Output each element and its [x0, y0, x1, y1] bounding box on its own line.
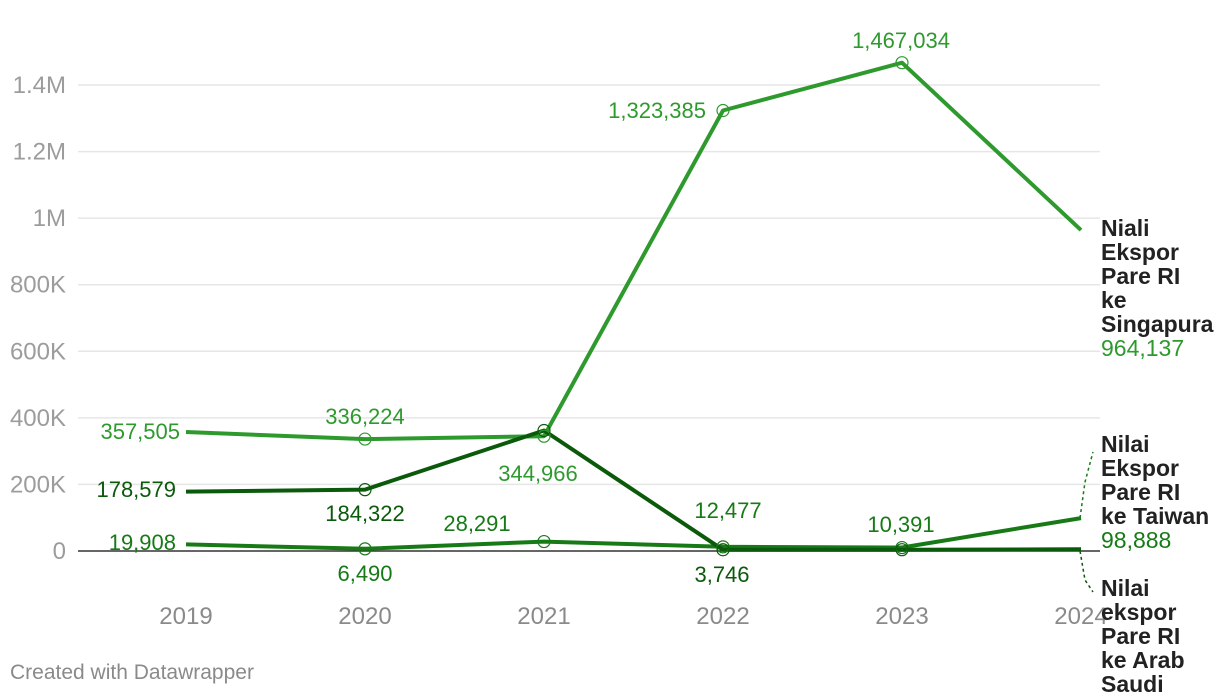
y-tick-label: 1M [33, 205, 66, 232]
data-label: 6,490 [337, 561, 392, 586]
series-name-label: Nilai Ekspor Pare RI ke Taiwan [1101, 431, 1209, 529]
series-name-label: Niali Ekspor Pare RI ke Singapura [1101, 215, 1214, 337]
data-label: 357,505 [100, 419, 180, 444]
data-point-marker [537, 534, 551, 549]
series-line [185, 516, 1082, 551]
x-tick-label: 2020 [338, 603, 391, 630]
series-name-label: Nilai ekspor Pare RI ke Arab Saudi [1101, 575, 1185, 697]
data-point-marker [537, 429, 551, 443]
data-point-marker [716, 103, 730, 118]
data-point-marker [716, 540, 730, 554]
data-label: 1,323,385 [608, 98, 706, 123]
data-label: 12,477 [694, 498, 761, 523]
data-label: 336,224 [325, 404, 405, 429]
data-label: 344,966 [498, 461, 578, 486]
x-tick-label: 2024 [1054, 603, 1107, 630]
y-tick-label: 200K [10, 471, 66, 498]
credit-footer: Created with Datawrapper [10, 661, 254, 684]
series-line [185, 428, 1082, 552]
data-point-marker [358, 432, 372, 446]
data-point-marker [895, 56, 909, 70]
data-label: 1,467,034 [852, 28, 950, 53]
y-tick-label: 400K [10, 405, 66, 432]
end-label-connector [1079, 550, 1094, 593]
x-tick-label: 2021 [517, 603, 570, 630]
data-labels: 357,505 336,224 344,966 1,323,385 1,467,034 1… [96, 28, 949, 587]
data-label: 10,391 [867, 512, 934, 537]
gridlines [78, 84, 1100, 552]
data-points [358, 56, 909, 557]
series-line [185, 60, 1083, 442]
y-tick-label: 0 [53, 538, 66, 565]
end-label-connector [1079, 451, 1094, 519]
series-end-value: 98,888 [1101, 527, 1171, 553]
data-point-marker [358, 542, 372, 556]
data-point-marker [895, 543, 909, 557]
data-label: 3,746 [694, 562, 749, 587]
data-label: 184,322 [325, 501, 405, 526]
series-end-value: 964,137 [1101, 335, 1184, 361]
data-point-marker [358, 483, 372, 497]
data-point-marker [716, 543, 730, 557]
x-axis-ticks: 2019 2020 2021 2022 2023 2024 [159, 603, 1107, 630]
x-tick-label: 2023 [875, 603, 928, 630]
data-label: 178,579 [96, 477, 176, 502]
data-label: 19,908 [109, 530, 176, 555]
y-axis-ticks: 0 200K 400K 600K 800K 1M 1.2M 1.4M [10, 72, 66, 565]
series-lines [185, 60, 1083, 552]
data-point-marker [537, 423, 551, 438]
y-tick-label: 1.2M [13, 139, 66, 166]
y-tick-label: 800K [10, 272, 66, 299]
y-tick-label: 600K [10, 338, 66, 365]
data-label: 28,291 [443, 511, 510, 536]
x-tick-label: 2022 [696, 603, 749, 630]
x-tick-label: 2019 [159, 603, 212, 630]
y-tick-label: 1.4M [13, 72, 66, 99]
